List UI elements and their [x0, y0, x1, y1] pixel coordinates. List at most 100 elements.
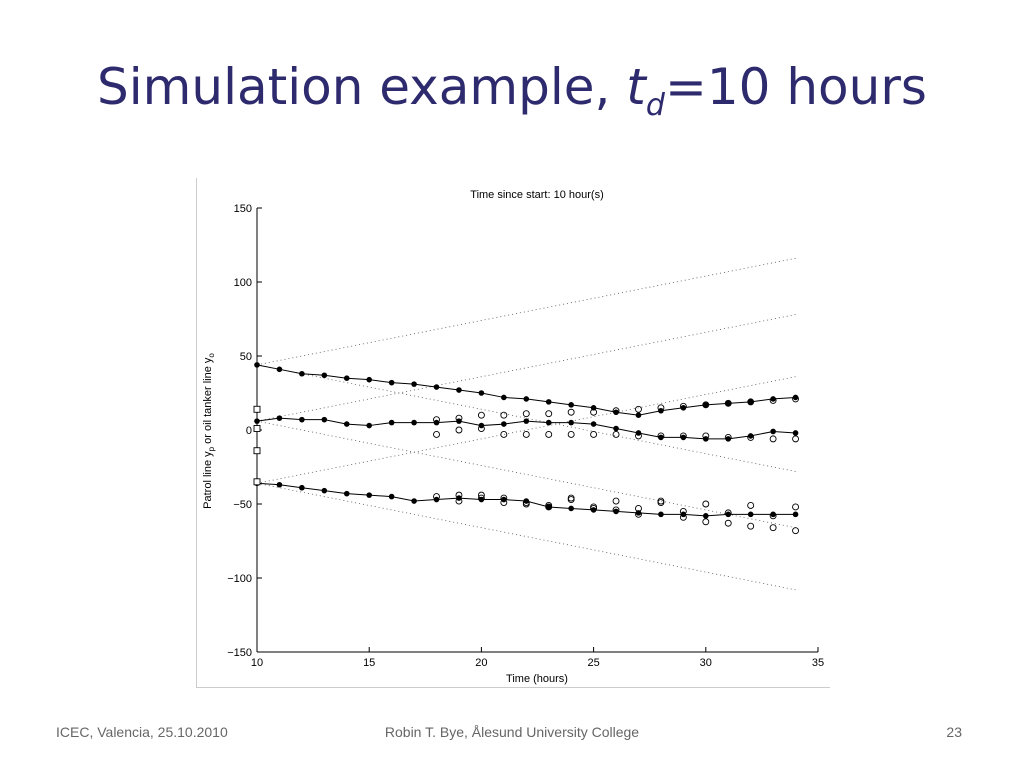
patrol-point: [680, 511, 687, 518]
figure: Time since start: 10 hour(s) Time (hours…: [196, 178, 830, 688]
patrol-point: [747, 399, 754, 405]
tanker-point: [545, 430, 553, 438]
patrol-point: [433, 496, 440, 503]
patrol-point: [321, 487, 328, 494]
patrol-point: [658, 434, 664, 441]
x-tick-label: 20: [475, 657, 487, 669]
tanker-point: [455, 426, 463, 434]
x-tick-label: 15: [363, 657, 375, 669]
patrol-point: [590, 421, 597, 427]
x-tick-label: 25: [587, 657, 599, 669]
y-axis-label-sub1: p: [207, 446, 216, 451]
x-tick-label: 30: [700, 657, 712, 669]
patrol-point: [411, 419, 417, 426]
patrol-point: [792, 511, 799, 518]
tanker-point: [724, 519, 732, 527]
tanker-point: [567, 494, 575, 502]
patrol-point: [411, 381, 417, 387]
patrol-point: [254, 418, 260, 424]
patrol-point: [568, 505, 574, 512]
chart-title: Time since start: 10 hour(s): [470, 189, 603, 201]
tanker-point: [635, 405, 642, 413]
start-marker: [253, 447, 261, 455]
envelope-line: [256, 376, 796, 484]
patrol-point: [523, 498, 530, 504]
tanker-point: [477, 411, 485, 419]
patrol-point: [680, 405, 687, 411]
tanker-point: [702, 500, 710, 508]
patrol-point: [433, 419, 440, 426]
y-axis-label: Patrol line yp or oil tanker line yo: [202, 353, 216, 509]
tanker-point: [567, 408, 575, 416]
start-marker: [253, 478, 261, 486]
patrol-point: [366, 492, 372, 498]
footer-left: ICEC, Valencia, 25.10.2010: [56, 724, 228, 740]
patrol-point: [456, 495, 462, 501]
patrol-point: [747, 511, 754, 518]
patrol-point: [770, 396, 776, 402]
slide-title: Simulation example, td=10 hours: [0, 58, 1024, 123]
slide-title-variable: t: [626, 58, 646, 116]
tanker-point: [769, 524, 777, 532]
patrol-point: [703, 402, 709, 408]
patrol-point: [725, 436, 732, 442]
patrol-point: [635, 510, 642, 516]
patrol-point: [388, 379, 395, 386]
patrol-point: [658, 511, 664, 518]
patrol-point: [747, 433, 754, 439]
tanker-point: [769, 435, 777, 443]
patrol-point: [545, 504, 552, 510]
y-tick-label: 50: [240, 351, 252, 363]
patrol-point: [590, 405, 597, 411]
patrol-point: [478, 390, 485, 396]
y-tick-label: −50: [233, 499, 252, 511]
tanker-point: [590, 430, 598, 438]
patrol-point: [658, 407, 664, 414]
envelope-line: [256, 364, 796, 472]
tanker-point: [612, 497, 620, 505]
patrol-point: [703, 436, 709, 442]
tanker-point: [500, 430, 508, 438]
patrol-point: [792, 394, 799, 401]
patrol-point: [366, 422, 372, 429]
tanker-point: [792, 435, 800, 443]
tanker-point: [747, 502, 755, 509]
patrol-point: [456, 418, 462, 424]
patrol-point: [276, 415, 283, 421]
patrol-point: [254, 362, 260, 368]
patrol-point: [568, 402, 574, 408]
patrol-point: [478, 422, 485, 429]
patrol-point: [545, 419, 552, 426]
slide-title-prefix: Simulation example,: [97, 58, 627, 116]
patrol-point: [299, 484, 305, 491]
patrol-point: [703, 513, 709, 519]
patrol-point: [433, 384, 440, 390]
tanker-point: [747, 522, 755, 530]
tanker-point: [792, 527, 800, 535]
patrol-point: [725, 511, 732, 518]
patrol-point: [321, 372, 328, 379]
x-tick-label: 35: [812, 657, 824, 669]
patrol-point: [478, 496, 485, 503]
patrol-point: [613, 409, 619, 416]
patrol-point: [343, 375, 350, 381]
patrol-point: [501, 421, 507, 427]
patrol-point: [411, 498, 417, 504]
patrol-point: [635, 412, 642, 418]
x-axis-label: Time (hours): [506, 673, 568, 685]
tanker-point: [522, 410, 530, 418]
y-tick-label: 150: [234, 203, 252, 215]
patrol-point: [680, 434, 687, 441]
y-tick-label: 0: [246, 425, 252, 437]
tanker-point: [702, 518, 710, 526]
patrol-point: [299, 416, 305, 423]
y-tick-label: 100: [234, 277, 252, 289]
patrol-point: [501, 496, 507, 503]
start-marker: [253, 405, 261, 413]
y-axis-label-text: Patrol line y: [202, 451, 214, 509]
patrol-point: [545, 399, 552, 405]
patrol-point: [792, 430, 799, 436]
tanker-point: [500, 411, 508, 419]
x-tick-label: 10: [251, 657, 263, 669]
slide-title-suffix: =10 hours: [664, 58, 927, 116]
